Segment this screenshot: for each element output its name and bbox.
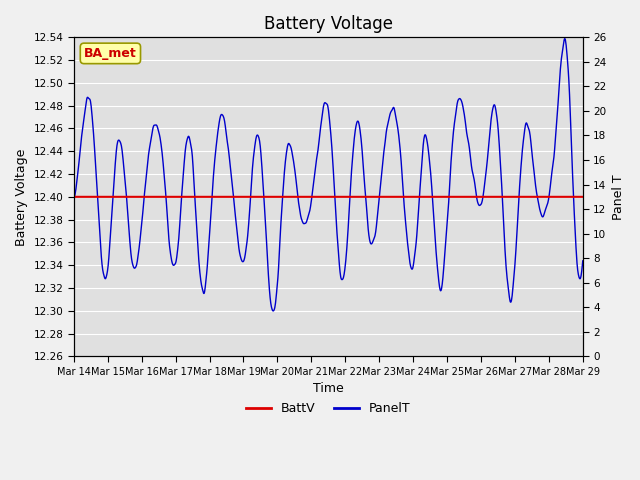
Title: Battery Voltage: Battery Voltage <box>264 15 393 33</box>
Y-axis label: Panel T: Panel T <box>612 174 625 220</box>
Text: BA_met: BA_met <box>84 47 137 60</box>
Legend: BattV, PanelT: BattV, PanelT <box>241 397 416 420</box>
Y-axis label: Battery Voltage: Battery Voltage <box>15 148 28 246</box>
X-axis label: Time: Time <box>313 382 344 396</box>
